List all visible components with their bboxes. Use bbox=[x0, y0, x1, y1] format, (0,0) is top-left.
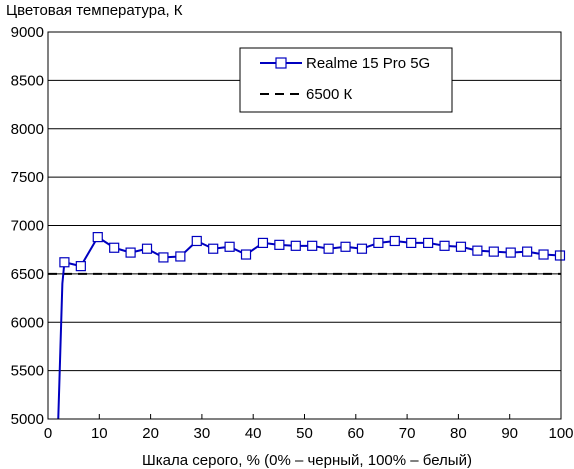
x-tick-label-0: 0 bbox=[44, 425, 52, 442]
y-tick-label-0: 5000 bbox=[11, 411, 44, 428]
x-tick-label-6: 60 bbox=[347, 425, 364, 442]
x-tick-label-1: 10 bbox=[91, 425, 108, 442]
x-tick-label-3: 30 bbox=[194, 425, 211, 442]
data-point-24 bbox=[455, 241, 467, 252]
data-point-23 bbox=[439, 240, 450, 251]
x-tick-label-5: 50 bbox=[296, 425, 313, 442]
legend-label-6500k: 6500 К bbox=[306, 86, 353, 103]
y-tick-label-6: 8000 bbox=[11, 121, 44, 138]
x-tick-label-4: 40 bbox=[245, 425, 262, 442]
y-tick-label-8: 9000 bbox=[11, 24, 44, 41]
y-tick-label-7: 8500 bbox=[11, 72, 44, 89]
data-point-27 bbox=[505, 247, 516, 258]
y-tick-label-5: 7500 bbox=[11, 169, 44, 186]
series-layer bbox=[48, 232, 566, 420]
y-tick-label-3: 6500 bbox=[11, 266, 44, 283]
data-point-18 bbox=[356, 243, 368, 254]
data-point-9 bbox=[208, 243, 219, 254]
x-tick-label-2: 20 bbox=[142, 425, 159, 442]
data-point-15 bbox=[307, 240, 318, 251]
x-tick-label-8: 80 bbox=[450, 425, 467, 442]
y-axis-ticks: 5000 5500 6000 6500 7000 7500 8000 8500 9000 bbox=[11, 24, 44, 428]
data-point-7 bbox=[175, 251, 186, 262]
data-point-21 bbox=[406, 237, 417, 249]
data-point-28 bbox=[522, 246, 533, 257]
data-point-12 bbox=[257, 237, 269, 249]
data-point-26 bbox=[488, 246, 499, 257]
data-point-6 bbox=[158, 252, 169, 263]
data-point-13 bbox=[274, 239, 285, 250]
x-tick-label-7: 70 bbox=[399, 425, 416, 442]
data-point-1 bbox=[75, 261, 86, 272]
legend-label-realme: Realme 15 Pro 5G bbox=[306, 55, 430, 72]
data-point-10 bbox=[224, 241, 235, 252]
data-point-5 bbox=[141, 243, 153, 254]
data-point-22 bbox=[423, 237, 434, 249]
data-point-2 bbox=[92, 232, 103, 243]
y-axis-title: Цветовая температура, К bbox=[6, 2, 183, 19]
y-tick-label-1: 5500 bbox=[11, 363, 44, 380]
data-point-30 bbox=[554, 250, 566, 261]
data-point-0 bbox=[59, 257, 70, 268]
data-point-17 bbox=[340, 241, 351, 252]
data-point-16 bbox=[323, 243, 334, 254]
data-point-14 bbox=[290, 240, 301, 251]
data-point-11 bbox=[240, 249, 252, 260]
data-point-19 bbox=[373, 237, 384, 249]
data-point-29 bbox=[538, 249, 549, 260]
plot-frame bbox=[47, 31, 562, 420]
x-tick-label-9: 90 bbox=[501, 425, 518, 442]
data-point-4 bbox=[125, 247, 136, 258]
y-tick-label-4: 7000 bbox=[11, 218, 44, 235]
data-point-3 bbox=[109, 242, 120, 253]
legend: Realme 15 Pro 5G 6500 К bbox=[239, 47, 453, 113]
x-tick-label-10: 100 bbox=[548, 425, 573, 442]
data-point-25 bbox=[472, 245, 483, 256]
data-point-20 bbox=[389, 235, 400, 247]
y-tick-label-2: 6000 bbox=[11, 314, 44, 331]
data-point-8 bbox=[191, 235, 202, 247]
series-line-realme bbox=[57, 236, 561, 420]
x-axis-title: Шкала серого, % (0% – черный, 100% – бел… bbox=[142, 452, 472, 469]
legend-box bbox=[239, 47, 453, 113]
legend-series-marker bbox=[275, 57, 287, 69]
x-axis-ticks: 0 10 20 30 40 50 60 70 80 90 100 bbox=[44, 414, 574, 442]
